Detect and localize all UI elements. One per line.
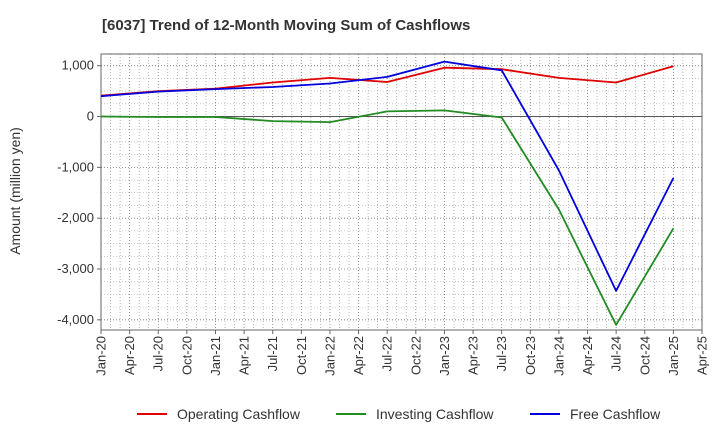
x-tick-label: Jul-21 — [265, 336, 280, 371]
x-tick-label: Oct-20 — [179, 336, 194, 375]
legend-label-investing-cashflow: Investing Cashflow — [376, 406, 494, 422]
x-tick-label: Jan-23 — [437, 336, 452, 376]
x-tick-label: Jul-23 — [494, 336, 509, 371]
y-tick-label: 1,000 — [61, 58, 94, 73]
x-tick-label: Jan-21 — [208, 336, 223, 376]
x-tick-label: Jul-20 — [151, 336, 166, 371]
x-tick-label: Oct-23 — [523, 336, 538, 375]
x-tick-label: Oct-24 — [637, 336, 652, 375]
legend-label-operating-cashflow: Operating Cashflow — [177, 406, 301, 422]
x-tick-label: Apr-20 — [122, 336, 137, 375]
x-tick-label: Apr-25 — [695, 336, 710, 375]
series-line-free-cashflow — [100, 60, 675, 292]
y-tick-label: 0 — [87, 109, 94, 124]
x-tick-label: Jan-25 — [666, 336, 681, 376]
x-tick-label: Jan-22 — [322, 336, 337, 376]
legend: Operating Cashflow Investing Cashflow Free… — [137, 406, 661, 422]
x-tick-label: Jan-20 — [94, 336, 109, 376]
x-tick-label: Apr-21 — [237, 336, 252, 375]
x-tick-label: Apr-22 — [351, 336, 366, 375]
x-tick-label: Apr-23 — [466, 336, 481, 375]
chart-title: [6037] Trend of 12-Month Moving Sum of C… — [102, 17, 470, 34]
y-tick-label: -3,000 — [57, 261, 94, 276]
x-tick-label: Jul-22 — [380, 336, 395, 371]
x-tick-label: Jul-24 — [609, 336, 624, 371]
y-axis-label: Amount (million yen) — [7, 127, 23, 255]
y-tick-label: -1,000 — [57, 159, 94, 174]
series-line-investing-cashflow — [100, 109, 675, 326]
plot-frame — [100, 53, 703, 331]
y-tick-label: -2,000 — [57, 210, 94, 225]
legend-label-free-cashflow: Free Cashflow — [570, 406, 661, 422]
y-tick-label: -4,000 — [57, 312, 94, 327]
x-tick-label: Oct-22 — [408, 336, 423, 375]
x-tick-label: Jan-24 — [551, 336, 566, 376]
x-tick-label: Oct-21 — [294, 336, 309, 375]
x-tick-label: Apr-24 — [580, 336, 595, 375]
